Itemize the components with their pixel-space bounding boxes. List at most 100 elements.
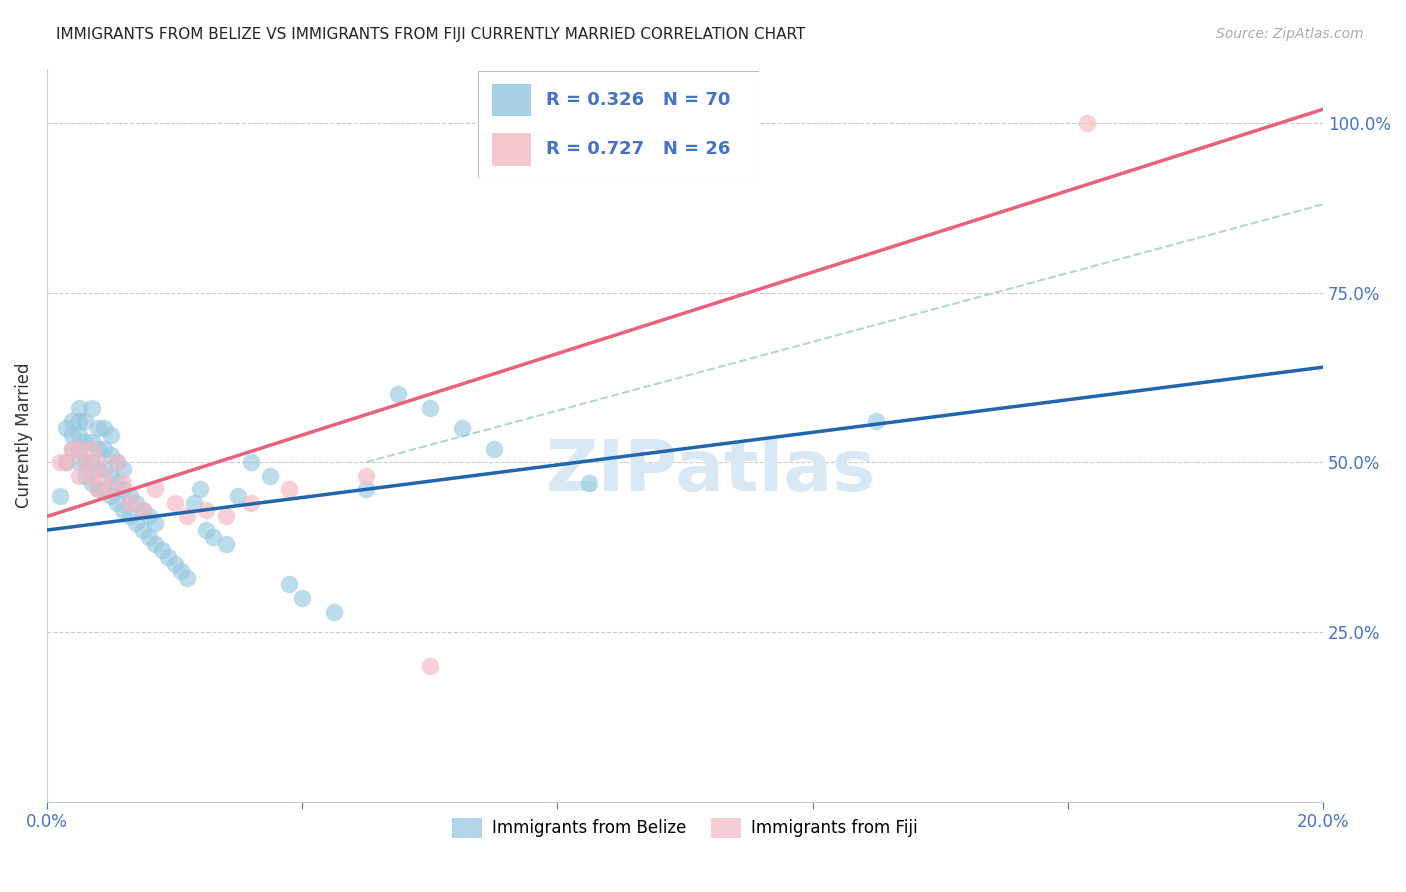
Bar [492, 134, 531, 166]
Point [354, 468, 377, 483]
Point [87, 421, 110, 435]
Point [183, 496, 205, 510]
Point [87, 442, 110, 456]
Point [1076, 116, 1098, 130]
Point [214, 509, 236, 524]
Point [228, 489, 250, 503]
Point [62, 442, 84, 456]
Point [138, 509, 160, 524]
Point [100, 489, 122, 503]
Point [87, 483, 110, 497]
Point [150, 543, 173, 558]
Point [105, 475, 128, 490]
Point [62, 442, 84, 456]
Text: IMMIGRANTS FROM BELIZE VS IMMIGRANTS FROM FIJI CURRENTLY MARRIED CORRELATION CHA: IMMIGRANTS FROM BELIZE VS IMMIGRANTS FRO… [56, 27, 806, 42]
Point [163, 557, 186, 571]
Point [125, 516, 148, 531]
Point [93, 442, 115, 456]
Point [176, 509, 198, 524]
Point [188, 483, 211, 497]
Point [55, 455, 77, 469]
Point [80, 475, 103, 490]
Point [48, 455, 70, 469]
Point [62, 428, 84, 442]
Point [112, 502, 135, 516]
Point [105, 455, 128, 469]
Point [131, 523, 153, 537]
Point [131, 502, 153, 516]
Point [67, 415, 90, 429]
Point [201, 530, 224, 544]
Point [80, 468, 103, 483]
Point [112, 475, 135, 490]
Point [80, 434, 103, 449]
Text: ZIPatlas: ZIPatlas [546, 437, 876, 506]
Point [67, 428, 90, 442]
Text: R = 0.727   N = 26: R = 0.727 N = 26 [546, 141, 730, 159]
Point [67, 401, 90, 415]
Point [214, 536, 236, 550]
Point [75, 455, 97, 469]
Point [323, 605, 346, 619]
Point [387, 387, 409, 401]
Point [131, 502, 153, 516]
Point [67, 468, 90, 483]
Point [354, 483, 377, 497]
Point [278, 577, 301, 591]
Text: R = 0.326   N = 70: R = 0.326 N = 70 [546, 91, 730, 109]
Text: Source: ZipAtlas.com: Source: ZipAtlas.com [1216, 27, 1364, 41]
Point [67, 442, 90, 456]
Point [75, 415, 97, 429]
Point [419, 401, 441, 415]
Point [112, 483, 135, 497]
Point [93, 421, 115, 435]
Point [259, 468, 281, 483]
Point [80, 455, 103, 469]
Point [145, 536, 167, 550]
Point [100, 483, 122, 497]
Point [138, 530, 160, 544]
Point [80, 401, 103, 415]
Point [67, 455, 90, 469]
Point [105, 496, 128, 510]
Point [67, 442, 90, 456]
Point [75, 468, 97, 483]
Y-axis label: Currently Married: Currently Married [15, 362, 32, 508]
Point [93, 483, 115, 497]
Point [163, 496, 186, 510]
Point [450, 421, 472, 435]
Point [55, 421, 77, 435]
Point [145, 483, 167, 497]
Point [482, 442, 505, 456]
Point [170, 564, 193, 578]
Point [80, 442, 103, 456]
Point [157, 550, 180, 565]
Point [118, 496, 141, 510]
Point [87, 462, 110, 476]
Point [291, 591, 314, 605]
Point [87, 483, 110, 497]
Point [195, 523, 218, 537]
Point [93, 462, 115, 476]
Point [419, 658, 441, 673]
FancyBboxPatch shape [478, 71, 759, 178]
Bar [492, 84, 531, 116]
Point [48, 489, 70, 503]
Point [112, 462, 135, 476]
Point [55, 455, 77, 469]
Point [240, 455, 263, 469]
Point [100, 449, 122, 463]
Point [118, 489, 141, 503]
Point [578, 475, 600, 490]
Point [278, 483, 301, 497]
Point [118, 509, 141, 524]
Point [176, 571, 198, 585]
Point [93, 468, 115, 483]
Point [75, 434, 97, 449]
Point [100, 468, 122, 483]
Point [125, 496, 148, 510]
Point [195, 502, 218, 516]
Point [145, 516, 167, 531]
Point [75, 455, 97, 469]
Point [865, 415, 887, 429]
